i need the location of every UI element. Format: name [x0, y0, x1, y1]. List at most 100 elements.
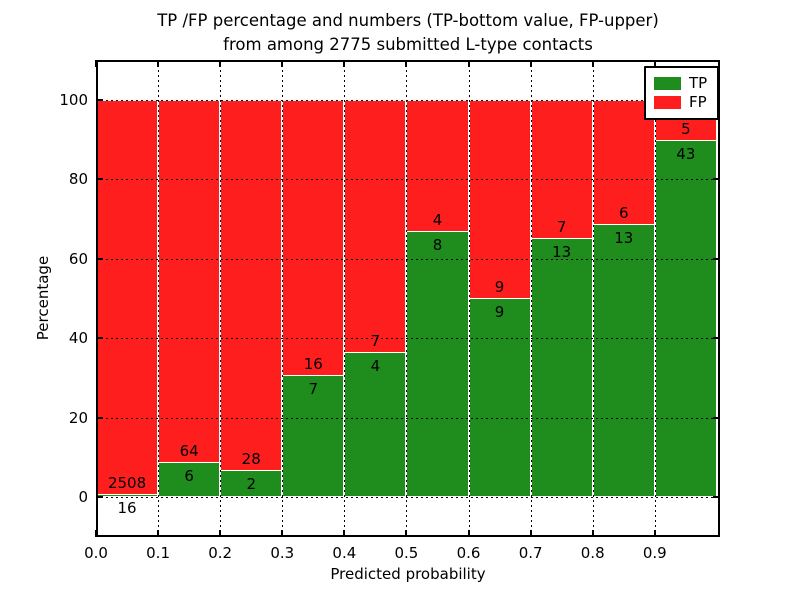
x-tick-mark-top	[529, 60, 532, 67]
y-tick-label: 60	[68, 249, 88, 268]
y-tick-mark-right	[713, 337, 720, 340]
chart-title-line-1: TP /FP percentage and numbers (TP-bottom…	[157, 11, 659, 30]
chart-title-line-2: from among 2775 submitted L-type contact…	[223, 35, 593, 54]
x-tick-mark-top	[281, 60, 284, 67]
x-tick-mark	[653, 530, 656, 537]
fp-count-label: 7	[370, 331, 381, 350]
x-tick-label: 0.3	[270, 544, 295, 562]
x-tick-mark	[219, 530, 222, 537]
legend: TP FP	[644, 66, 720, 120]
tp-legend-label: TP	[689, 74, 708, 92]
x-tick-mark	[95, 530, 97, 537]
fp-bar-segment	[468, 99, 531, 299]
gridline-h	[96, 179, 720, 181]
gridline-v	[530, 60, 532, 537]
tp-count-label: 43	[676, 145, 696, 164]
fp-bar-segment	[282, 99, 345, 377]
x-tick-label: 0.8	[580, 544, 605, 562]
gridline-v	[592, 60, 594, 537]
y-tick-mark	[96, 98, 103, 101]
gridline-h	[96, 258, 720, 260]
x-tick-mark	[529, 530, 532, 537]
x-tick-mark-top	[591, 60, 594, 67]
tp-count-label: 4	[370, 356, 381, 375]
fp-bar-segment	[344, 99, 407, 353]
tp-legend-swatch	[654, 77, 681, 90]
tp-count-label: 9	[494, 302, 505, 321]
x-tick-mark-top	[467, 60, 470, 67]
gridline-h	[96, 417, 720, 419]
x-tick-mark	[405, 530, 408, 537]
x-tick-mark	[467, 530, 470, 537]
fp-count-label: 2508	[107, 473, 147, 492]
chart-title: TP /FP percentage and numbers (TP-bottom…	[96, 9, 720, 57]
fp-count-label: 6	[618, 204, 629, 223]
fp-bar-segment	[220, 99, 283, 471]
gridline-h	[96, 99, 720, 101]
tp-bar-segment	[468, 298, 531, 498]
x-tick-mark-top	[219, 60, 222, 67]
x-tick-mark-top	[343, 60, 346, 67]
plot-frame	[96, 60, 720, 537]
tp-bar-segment	[344, 352, 407, 498]
tp-count-label: 13	[552, 242, 572, 261]
fp-bar-segment	[158, 99, 221, 464]
y-tick-mark-right	[713, 178, 720, 181]
gridline-v	[406, 60, 408, 537]
y-tick-label: 20	[68, 408, 88, 427]
fp-count-label: 16	[303, 355, 323, 374]
tp-count-label: 2	[246, 474, 256, 493]
x-tick-mark-top	[95, 60, 97, 67]
fp-bar-segment	[592, 99, 655, 226]
y-tick-mark	[96, 496, 103, 499]
x-axis-label: Predicted probability	[330, 565, 486, 583]
tp-bar-segment	[220, 470, 283, 498]
y-tick-mark-right	[713, 257, 720, 260]
y-tick-label: 40	[68, 329, 88, 348]
x-tick-label: 0.6	[456, 544, 481, 562]
gridline-v	[220, 60, 222, 537]
fp-count-label: 4	[432, 211, 443, 230]
x-tick-mark	[157, 530, 160, 537]
x-tick-mark-top	[653, 60, 656, 67]
x-tick-label: 0.4	[332, 544, 357, 562]
tp-count-label: 8	[432, 236, 443, 255]
x-tick-mark	[591, 530, 594, 537]
x-tick-label: 0.2	[208, 544, 233, 562]
tp-bar-segment	[592, 225, 655, 498]
y-tick-label: 100	[59, 90, 88, 109]
y-tick-mark	[96, 178, 103, 181]
fp-count-label: 28	[241, 449, 261, 468]
tp-count-label: 7	[308, 380, 319, 399]
gridline-h	[96, 497, 720, 499]
tp-count-label: 6	[184, 467, 194, 486]
fp-bar-segment	[406, 99, 469, 233]
tp-count-label: 16	[117, 498, 137, 517]
fp-count-label: 7	[556, 217, 567, 236]
gridline-v	[468, 60, 470, 537]
gridline-h	[96, 338, 720, 340]
y-tick-mark	[96, 337, 103, 340]
tp-bar-segment	[406, 232, 469, 498]
x-tick-mark	[343, 530, 346, 537]
x-tick-mark	[281, 530, 284, 537]
gridline-v	[654, 60, 656, 537]
tp-bar-segment	[654, 141, 717, 498]
x-tick-mark-top	[157, 60, 160, 67]
y-tick-mark-right	[713, 496, 720, 499]
y-tick-label: 0	[78, 488, 88, 507]
x-tick-label: 0.9	[642, 544, 667, 562]
gridline-v	[344, 60, 346, 537]
tp-count-label: 13	[614, 229, 634, 248]
fp-count-label: 64	[179, 442, 199, 461]
x-tick-label: 0.1	[146, 544, 170, 562]
fp-legend-label: FP	[689, 93, 707, 111]
x-tick-mark-top	[405, 60, 408, 67]
fp-count-label: 9	[494, 277, 505, 296]
x-tick-label: 0.0	[84, 544, 108, 562]
y-axis-label: Percentage	[34, 255, 52, 341]
x-tick-label: 0.7	[518, 544, 543, 562]
y-tick-mark	[96, 257, 103, 260]
y-tick-mark-right	[713, 416, 720, 419]
